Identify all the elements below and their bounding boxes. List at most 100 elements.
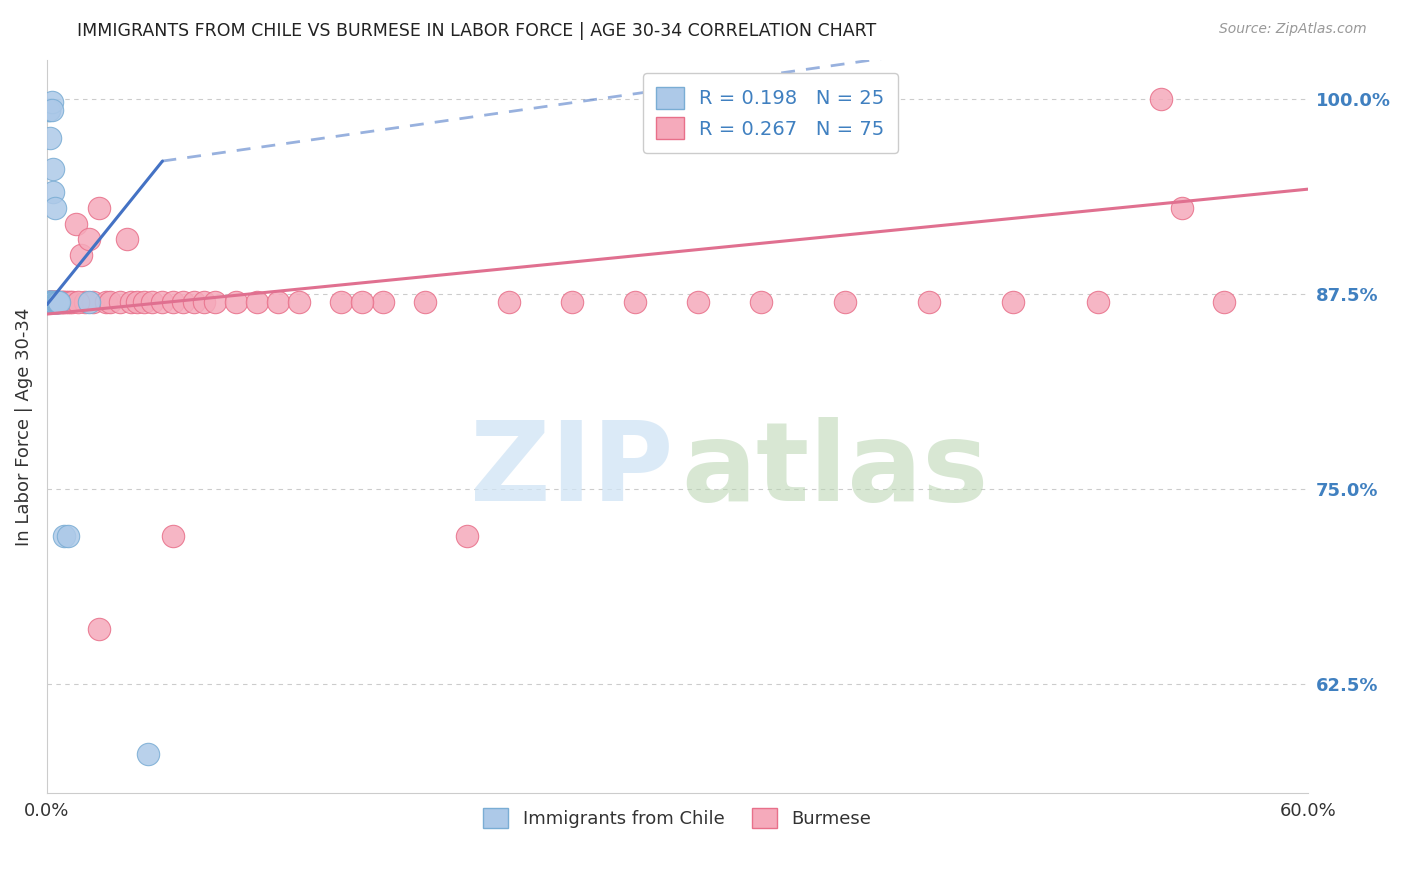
Point <box>39 294 62 309</box>
Point <box>44 294 66 309</box>
Point <box>152 294 174 309</box>
Point <box>46 294 69 309</box>
Point <box>1149 92 1171 106</box>
Point <box>561 294 583 309</box>
Point <box>44 294 66 309</box>
Point <box>49 294 72 309</box>
Point <box>456 529 478 543</box>
Point <box>60 294 83 309</box>
Point <box>162 294 184 309</box>
Point <box>41 103 63 117</box>
Point <box>39 294 62 309</box>
Point <box>749 294 772 309</box>
Point <box>39 294 62 309</box>
Point <box>77 232 100 246</box>
Point <box>352 294 374 309</box>
Point <box>42 294 65 309</box>
Point <box>51 294 73 309</box>
Point <box>267 294 290 309</box>
Point <box>45 294 67 309</box>
Point <box>44 201 66 215</box>
Point <box>136 747 159 762</box>
Point <box>42 294 65 309</box>
Point <box>38 103 60 117</box>
Point <box>48 294 70 309</box>
Legend: Immigrants from Chile, Burmese: Immigrants from Chile, Burmese <box>477 800 879 836</box>
Point <box>56 529 79 543</box>
Point <box>115 232 138 246</box>
Point <box>41 294 63 309</box>
Point <box>688 294 710 309</box>
Point <box>246 294 269 309</box>
Point <box>204 294 226 309</box>
Point <box>38 130 60 145</box>
Point <box>46 294 69 309</box>
Point <box>37 294 59 309</box>
Point <box>624 294 647 309</box>
Point <box>52 294 75 309</box>
Point <box>56 294 79 309</box>
Point <box>38 294 60 309</box>
Point <box>39 294 62 309</box>
Point <box>38 294 60 309</box>
Point <box>38 294 60 309</box>
Point <box>413 294 436 309</box>
Point <box>225 294 247 309</box>
Point <box>127 294 149 309</box>
Point <box>498 294 520 309</box>
Point <box>39 294 62 309</box>
Point <box>41 294 63 309</box>
Point <box>141 294 163 309</box>
Point <box>45 294 67 309</box>
Point <box>172 294 194 309</box>
Point <box>1002 294 1025 309</box>
Point <box>193 294 215 309</box>
Point <box>46 294 69 309</box>
Point <box>52 294 75 309</box>
Point <box>42 186 65 200</box>
Point <box>371 294 394 309</box>
Point <box>162 529 184 543</box>
Point <box>89 201 111 215</box>
Point <box>42 294 65 309</box>
Point <box>834 294 856 309</box>
Point <box>1087 294 1109 309</box>
Text: Source: ZipAtlas.com: Source: ZipAtlas.com <box>1219 22 1367 37</box>
Point <box>48 294 70 309</box>
Point <box>98 294 121 309</box>
Point <box>67 294 90 309</box>
Text: ZIP: ZIP <box>470 417 673 524</box>
Point <box>288 294 311 309</box>
Point <box>1212 294 1234 309</box>
Point <box>52 529 75 543</box>
Text: IMMIGRANTS FROM CHILE VS BURMESE IN LABOR FORCE | AGE 30-34 CORRELATION CHART: IMMIGRANTS FROM CHILE VS BURMESE IN LABO… <box>77 22 876 40</box>
Point <box>38 103 60 117</box>
Text: atlas: atlas <box>681 417 988 524</box>
Point <box>42 294 65 309</box>
Point <box>41 294 63 309</box>
Point <box>45 294 67 309</box>
Y-axis label: In Labor Force | Age 30-34: In Labor Force | Age 30-34 <box>15 307 32 546</box>
Point <box>89 623 111 637</box>
Point <box>132 294 155 309</box>
Point <box>38 294 60 309</box>
Point <box>94 294 117 309</box>
Point <box>38 294 60 309</box>
Point <box>41 95 63 109</box>
Point <box>77 294 100 309</box>
Point <box>183 294 205 309</box>
Point <box>37 294 59 309</box>
Point <box>48 294 70 309</box>
Point <box>39 294 62 309</box>
Point <box>69 248 91 262</box>
Point <box>330 294 353 309</box>
Point <box>44 294 66 309</box>
Point <box>73 294 96 309</box>
Point <box>39 294 62 309</box>
Point <box>59 294 82 309</box>
Point <box>120 294 142 309</box>
Point <box>42 161 65 176</box>
Point <box>918 294 941 309</box>
Point <box>55 294 77 309</box>
Point <box>110 294 132 309</box>
